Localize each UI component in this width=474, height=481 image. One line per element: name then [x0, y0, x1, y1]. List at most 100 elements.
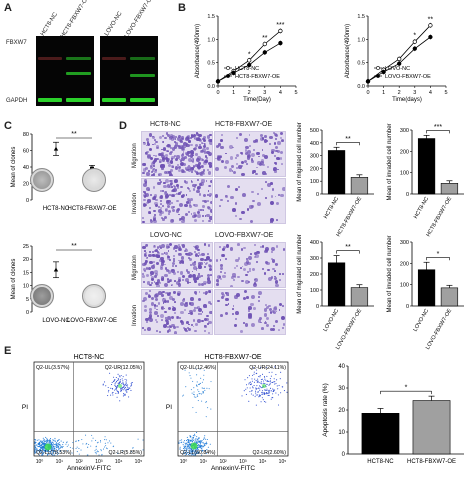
stained-cell — [264, 135, 267, 138]
stained-cell — [173, 188, 177, 192]
flow-event-dot — [186, 449, 188, 451]
flow-event-dot — [44, 441, 46, 443]
bar — [327, 150, 346, 195]
stained-cell — [148, 133, 152, 137]
stained-cell — [192, 188, 196, 191]
stained-cell — [160, 262, 164, 266]
flow-event-dot — [194, 453, 196, 455]
stained-cell — [144, 151, 149, 156]
stained-cell — [275, 149, 278, 153]
stained-cell — [192, 148, 195, 151]
flow-event-dot — [205, 442, 207, 444]
stained-cell — [183, 297, 186, 300]
stained-cell — [189, 154, 194, 158]
flow-event-dot — [34, 447, 36, 449]
stained-cell — [216, 275, 221, 280]
flow-event-dot — [183, 441, 185, 443]
stained-cell — [173, 331, 178, 334]
colony-dish-image — [30, 168, 54, 192]
stained-cell — [265, 303, 267, 306]
stained-cell — [155, 281, 159, 285]
stained-cell — [231, 164, 235, 169]
flow-event-dot — [197, 438, 199, 440]
flow-event-dot — [197, 452, 199, 455]
flow-event-dot — [37, 443, 39, 445]
stained-cell — [172, 271, 176, 275]
flow-event-dot — [43, 444, 45, 446]
flow-event-dot — [203, 374, 205, 376]
flow-event-dot — [91, 440, 93, 442]
flow-event-dot — [251, 386, 254, 388]
y-tick-label: 60 — [23, 149, 29, 155]
data-point — [397, 61, 402, 66]
flow-event-dot — [247, 377, 249, 379]
flow-event-dot — [40, 447, 42, 449]
stained-cell — [148, 260, 153, 265]
y-tick-label: 500 — [310, 128, 319, 134]
flow-event-dot — [62, 441, 64, 443]
stained-cell — [202, 142, 205, 145]
flow-event-dot — [264, 378, 266, 380]
flow-event-dot — [203, 387, 206, 389]
flow-event-dot — [260, 381, 262, 383]
flow-event-dot — [130, 451, 132, 453]
stained-cell — [163, 147, 166, 151]
stained-cell — [274, 137, 278, 141]
stained-cell — [196, 132, 198, 134]
stained-cell — [201, 148, 206, 153]
flow-event-dot — [188, 447, 190, 449]
stained-cell — [188, 205, 192, 209]
flow-event-dot — [124, 384, 126, 387]
stained-cell — [201, 179, 205, 183]
stained-cell — [267, 182, 271, 187]
stained-cell — [251, 152, 256, 157]
stained-cell — [150, 271, 154, 275]
stained-cell — [280, 194, 284, 198]
stained-cell — [165, 157, 168, 160]
flow-event-dot — [53, 444, 55, 446]
stained-cell — [144, 269, 146, 272]
stained-cell — [225, 291, 228, 294]
stained-cell — [142, 190, 145, 193]
y-tick-label: 200 — [310, 272, 319, 278]
stained-cell — [233, 266, 236, 269]
stained-cell — [165, 319, 169, 323]
stained-cell — [156, 284, 160, 287]
flow-event-dot — [40, 441, 42, 443]
stained-cell — [197, 211, 200, 214]
flow-event-dot — [49, 453, 51, 455]
flow-event-dot — [52, 446, 54, 448]
stained-cell — [159, 200, 162, 202]
stained-cell — [167, 270, 172, 274]
stained-cell — [192, 245, 195, 248]
flow-event-dot — [274, 389, 276, 391]
stained-cell — [182, 299, 186, 303]
stained-cell — [153, 213, 157, 217]
flow-event-dot — [274, 366, 276, 368]
flow-event-dot — [259, 376, 261, 378]
stained-cell — [149, 211, 151, 214]
flow-event-dot — [67, 444, 69, 446]
stained-cell — [159, 203, 162, 205]
stained-cell — [252, 169, 257, 174]
stained-cell — [164, 170, 168, 174]
flow-event-dot — [122, 386, 124, 389]
flow-event-dot — [100, 450, 102, 452]
stained-cell — [258, 295, 260, 298]
flow-event-dot — [195, 396, 197, 398]
stained-cell — [147, 199, 151, 203]
quadrant-ur-label: Q2-UR(12.05%) — [105, 365, 142, 371]
flow-event-dot — [104, 442, 106, 444]
flow-event-dot — [95, 439, 97, 441]
flow-event-dot — [50, 441, 52, 443]
stained-cell — [220, 313, 224, 317]
significance-marker: ** — [345, 244, 351, 251]
flow-event-dot — [96, 450, 99, 452]
stained-cell — [197, 319, 201, 323]
flow-event-dot — [205, 441, 207, 443]
stained-cell — [263, 139, 268, 143]
stained-cell — [190, 181, 193, 184]
stained-cell — [169, 179, 172, 183]
stained-cell — [203, 144, 207, 148]
stained-cell — [169, 218, 174, 223]
